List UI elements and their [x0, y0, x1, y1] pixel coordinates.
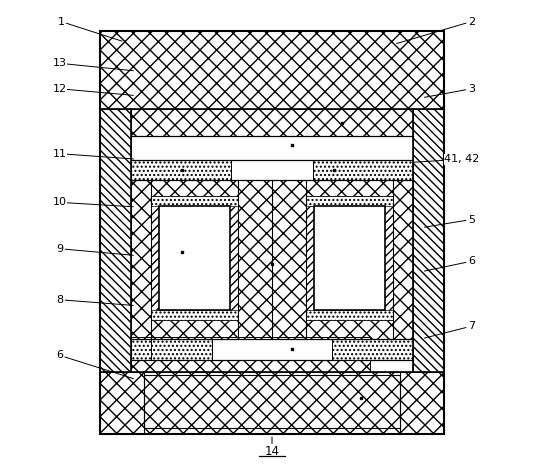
Bar — [159, 206, 230, 310]
Text: 5: 5 — [468, 214, 475, 225]
Bar — [306, 196, 393, 320]
Text: 14: 14 — [264, 445, 280, 458]
Text: 10: 10 — [53, 197, 67, 207]
Bar — [212, 339, 332, 359]
Text: 6: 6 — [468, 256, 475, 266]
Bar — [151, 196, 238, 206]
Bar — [231, 160, 313, 180]
Bar — [332, 339, 413, 359]
Bar — [131, 160, 231, 180]
Bar — [101, 109, 131, 372]
Bar — [101, 372, 443, 434]
Bar — [313, 160, 413, 180]
Bar — [101, 31, 443, 434]
Text: 3: 3 — [468, 84, 475, 94]
Bar — [306, 196, 393, 206]
Bar — [314, 206, 385, 310]
Text: 9: 9 — [56, 244, 63, 254]
Text: 41, 42: 41, 42 — [444, 154, 480, 164]
Text: 7: 7 — [468, 321, 475, 331]
Bar — [413, 109, 443, 372]
Text: 1: 1 — [58, 17, 65, 27]
Bar — [131, 339, 212, 359]
Text: 11: 11 — [53, 149, 67, 159]
Bar — [144, 375, 400, 428]
Bar — [151, 310, 238, 320]
Bar — [151, 196, 238, 320]
Text: 8: 8 — [56, 295, 63, 305]
Bar — [131, 180, 413, 339]
Bar — [131, 338, 370, 372]
Text: 2: 2 — [468, 17, 475, 27]
Bar — [101, 31, 443, 109]
Text: 13: 13 — [53, 58, 67, 68]
Bar — [306, 310, 393, 320]
Bar — [131, 109, 413, 136]
Text: 12: 12 — [53, 84, 67, 94]
Text: 6: 6 — [56, 350, 63, 360]
